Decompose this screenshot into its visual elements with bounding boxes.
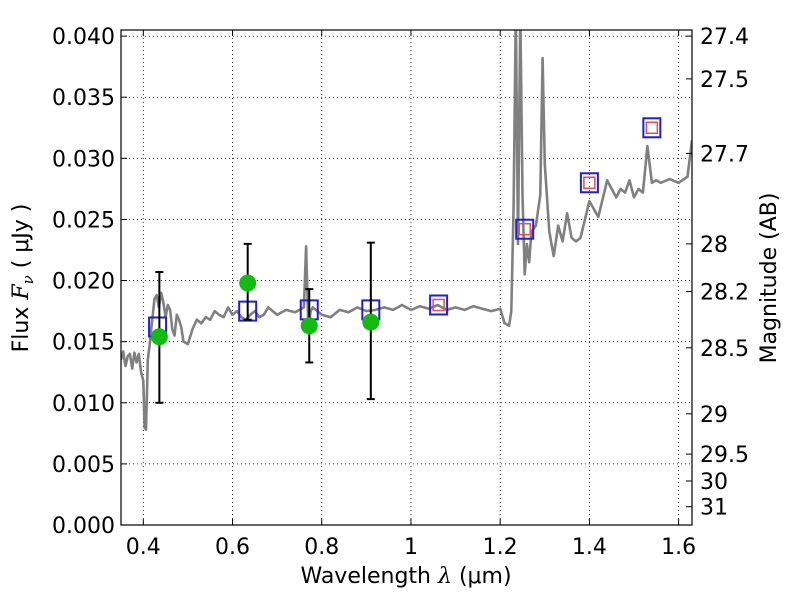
plot-frame	[120, 29, 693, 526]
observed-square-marker	[645, 121, 659, 135]
y-tick-label: 0.015	[52, 331, 115, 356]
spectrum-line	[121, 30, 692, 432]
y2-tick-label: 27.4	[700, 25, 749, 50]
y2-tick-label: 29	[700, 403, 728, 428]
y2-tick-label: 28.2	[700, 281, 749, 306]
y-tick-label: 0.035	[52, 86, 115, 111]
observed-square-marker	[518, 222, 531, 236]
y2-tick-label: 27.5	[700, 68, 749, 93]
y2-axis-label: Magnitude (AB)	[757, 193, 782, 364]
y-tick-label: 0.040	[52, 25, 115, 50]
y-tick-label: 0.005	[52, 453, 115, 478]
x-tick-label: 0.8	[304, 535, 339, 560]
y-tick-label: 0.030	[52, 147, 115, 172]
y2-tick-label: 27.7	[700, 142, 749, 167]
model-square-marker	[429, 294, 449, 316]
observed-square-marker	[583, 176, 596, 190]
y2-tick-label: 31	[700, 496, 728, 521]
x-tick-label: 1.4	[572, 535, 607, 560]
plot-area	[121, 30, 692, 432]
y-axis-label: Flux Fν ( μJy )	[9, 204, 37, 353]
y-tick-label: 0.020	[52, 270, 115, 295]
data-point-marker	[300, 317, 318, 335]
x-tick-label: 1.6	[661, 535, 696, 560]
observed-square-marker	[432, 298, 445, 312]
y2-tick-label: 28.5	[700, 337, 749, 362]
x-tick-label: 1.2	[483, 535, 518, 560]
x-axis-label: Wavelength λ (μm)	[300, 564, 511, 589]
model-square-marker	[579, 172, 599, 194]
y-tick-label: 0.025	[52, 208, 115, 233]
y2-tick-label: 30	[700, 470, 728, 495]
model-square-marker	[642, 117, 662, 139]
data-point-marker	[150, 328, 168, 346]
y-tick-label: 0.010	[52, 392, 115, 417]
x-tick-label: 1	[404, 535, 418, 560]
data-point-marker	[362, 313, 380, 331]
x-tick-label: 0.6	[215, 535, 250, 560]
y2-tick-label: 28	[700, 233, 728, 258]
grid	[121, 30, 692, 526]
model-square-marker	[515, 218, 535, 240]
x-tick-label: 0.4	[126, 535, 161, 560]
data-point-marker	[239, 274, 257, 292]
y-tick-label: 0.000	[52, 514, 115, 539]
axis-ticks: 0.4 0.6 0.8 1 1.2 1.4 1.6 0.000 0.005 0.010 0.015 0…	[52, 25, 749, 560]
y2-tick-label: 29.5	[700, 443, 749, 468]
